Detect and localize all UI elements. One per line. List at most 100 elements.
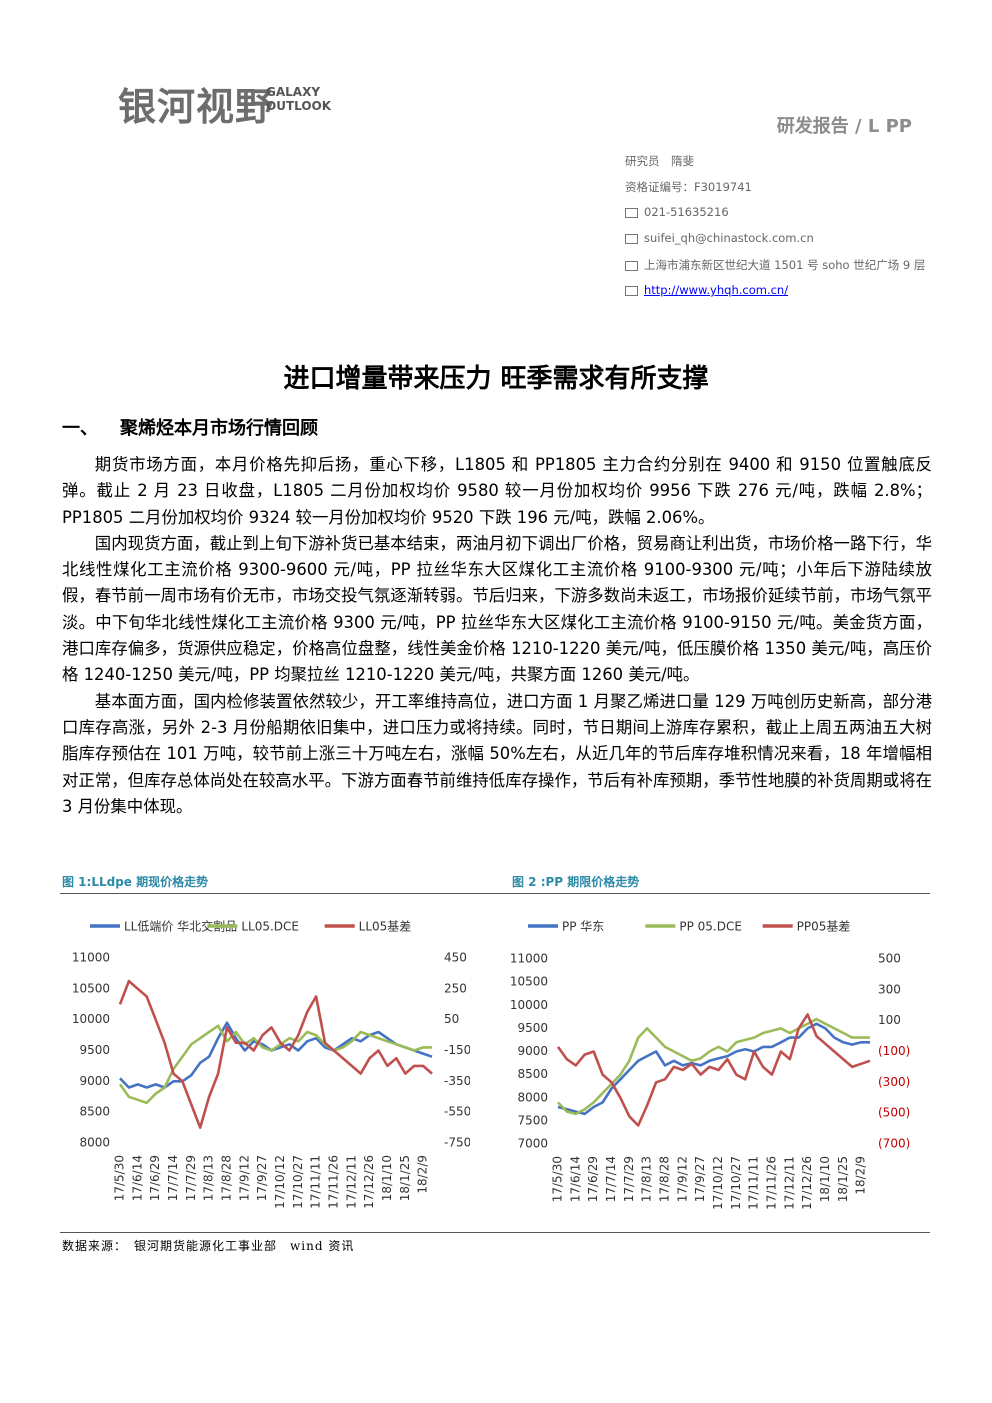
chart: 8000 8500 9000 9500 10000 10500 11000 -750 -550 -… [72, 919, 470, 1209]
x-tick-label: 17/7/14 [166, 1155, 180, 1201]
report-type: 研发报告 / L PP [776, 116, 912, 137]
chart-title: 图 2 :PP 期限价格走势 [512, 875, 640, 889]
license: 资格证编号：F3019741 [625, 180, 752, 194]
x-tick-label: 17/10/27 [729, 1156, 743, 1210]
y2-tick-label: -150 [444, 1043, 470, 1057]
paragraph: 国内现货方面，截止到上旬下游补货已基本结束，两油月初下调出厂价格，贸易商让利出货… [62, 533, 932, 685]
x-tick-label: 17/6/14 [568, 1156, 582, 1202]
y2-tick-label: 300 [878, 982, 901, 996]
x-tick-label: 17/11/26 [326, 1155, 340, 1209]
legend-label: LL05基差 [359, 920, 412, 934]
y-tick-label: 10500 [72, 981, 110, 995]
x-tick-label: 17/12/11 [782, 1156, 796, 1210]
logo: 银河视野 [118, 85, 275, 129]
y-tick-label: 10000 [510, 998, 548, 1012]
y2-tick-label: -550 [444, 1105, 470, 1119]
x-tick-label: 17/9/12 [675, 1156, 689, 1202]
x-tick-label: 17/10/12 [711, 1156, 725, 1210]
x-tick-label: 17/6/29 [586, 1156, 600, 1202]
y2-tick-label: 450 [444, 951, 467, 965]
x-tick-label: 17/10/12 [273, 1155, 287, 1209]
rule [60, 893, 930, 894]
logo-en: GALAXY [266, 85, 321, 99]
y-tick-label: 10000 [72, 1012, 110, 1026]
y-tick-label: 8000 [517, 1090, 548, 1104]
y-tick-label: 9500 [79, 1043, 110, 1057]
x-tick-label: 17/7/29 [622, 1156, 636, 1202]
x-tick-label: 17/11/11 [747, 1156, 761, 1210]
y-tick-label: 7500 [517, 1113, 548, 1127]
phone: 021-51635216 [644, 205, 729, 219]
x-tick-label: 17/12/26 [800, 1156, 814, 1210]
x-tick-label: 18/2/9 [854, 1156, 868, 1195]
x-tick-label: 17/11/11 [309, 1155, 323, 1209]
series-line [118, 979, 433, 1129]
x-tick-label: 17/5/30 [551, 1156, 565, 1202]
section-number: 一、 [62, 418, 98, 439]
y2-tick-label: 50 [444, 1012, 459, 1026]
y-tick-label: 8000 [79, 1136, 110, 1150]
series-line [556, 1013, 871, 1127]
y2-tick-label: 250 [444, 981, 467, 995]
y-tick-label: 9000 [79, 1074, 110, 1088]
series-line [119, 1021, 433, 1089]
legend-label: PP 华东 [562, 920, 604, 934]
series-line [557, 1017, 870, 1116]
analyst: 研究员 隋斐 [625, 154, 694, 168]
doc-title: 进口增量带来压力 旺季需求有所支撑 [283, 364, 709, 394]
y2-tick-label: (300) [878, 1075, 910, 1089]
series-line [557, 1022, 870, 1116]
chart-title: 图 1:LLdpe 期现价格走势 [62, 875, 209, 889]
website[interactable]: http://www.yhqh.com.cn/ [644, 283, 789, 297]
y2-tick-label: (100) [878, 1044, 910, 1058]
legend-label: LL05.DCE [241, 920, 299, 934]
y2-tick-label: (700) [878, 1137, 910, 1151]
x-tick-label: 17/8/28 [219, 1155, 233, 1201]
legend-label: PP05基差 [797, 920, 851, 934]
y2-tick-label: 500 [878, 952, 901, 966]
y-tick-label: 8500 [79, 1105, 110, 1119]
legend-label: LL低端价 华北交割品 [124, 919, 237, 934]
x-tick-label: 17/8/28 [657, 1156, 671, 1202]
x-tick-label: 18/1/10 [380, 1155, 394, 1201]
website-row: http://www.yhqh.com.cn/ [625, 283, 788, 297]
y-tick-label: 9000 [517, 1044, 548, 1058]
x-tick-label: 18/1/25 [836, 1156, 850, 1202]
source: 数据来源： 银河期货能源化工事业部 wind 资讯 [62, 1239, 355, 1253]
legend-label: PP 05.DCE [679, 920, 742, 934]
x-tick-label: 17/8/13 [202, 1155, 216, 1201]
x-tick-label: 18/1/10 [818, 1156, 832, 1202]
x-tick-label: 17/8/13 [640, 1156, 654, 1202]
x-tick-label: 17/12/26 [362, 1155, 376, 1209]
email: suifei_qh@chinastock.com.cn [644, 231, 814, 245]
y-tick-label: 8500 [517, 1067, 548, 1081]
phone-row: 021-51635216 [625, 205, 729, 219]
x-tick-label: 17/6/14 [130, 1155, 144, 1201]
paragraph: 期货市场方面，本月价格先抑后扬，重心下移，L1805 和 PP1805 主力合约… [62, 455, 932, 527]
x-tick-label: 17/6/29 [148, 1155, 162, 1201]
y2-tick-label: -350 [444, 1074, 470, 1088]
x-tick-label: 17/10/27 [291, 1155, 305, 1209]
logo-en: OUTLOOK [266, 99, 332, 113]
x-tick-label: 17/7/14 [604, 1156, 618, 1202]
x-tick-label: 17/11/26 [764, 1156, 778, 1210]
x-tick-label: 18/2/9 [416, 1155, 430, 1194]
x-tick-label: 17/12/11 [344, 1155, 358, 1209]
x-tick-label: 17/9/12 [237, 1155, 251, 1201]
x-tick-label: 18/1/25 [398, 1155, 412, 1201]
y2-tick-label: (500) [878, 1106, 910, 1120]
rule [60, 1232, 930, 1233]
section-heading: 聚烯烃本月市场行情回顾 [120, 418, 318, 439]
y-tick-label: 7000 [517, 1137, 548, 1151]
y2-tick-label: -750 [444, 1136, 470, 1150]
x-tick-label: 17/9/27 [693, 1156, 707, 1202]
y-tick-label: 11000 [510, 952, 548, 966]
chart: 7000 7500 8000 8500 9000 9500 10000 10500 11000 (… [510, 920, 910, 1210]
email-row: suifei_qh@chinastock.com.cn [625, 231, 814, 245]
y2-tick-label: 100 [878, 1013, 901, 1027]
address-row: 上海市浦东新区世纪大道 1501 号 soho 世纪广场 9 层 [625, 257, 925, 273]
y-tick-label: 11000 [72, 951, 110, 965]
x-tick-label: 17/5/30 [113, 1155, 127, 1201]
x-tick-label: 17/9/27 [255, 1155, 269, 1201]
